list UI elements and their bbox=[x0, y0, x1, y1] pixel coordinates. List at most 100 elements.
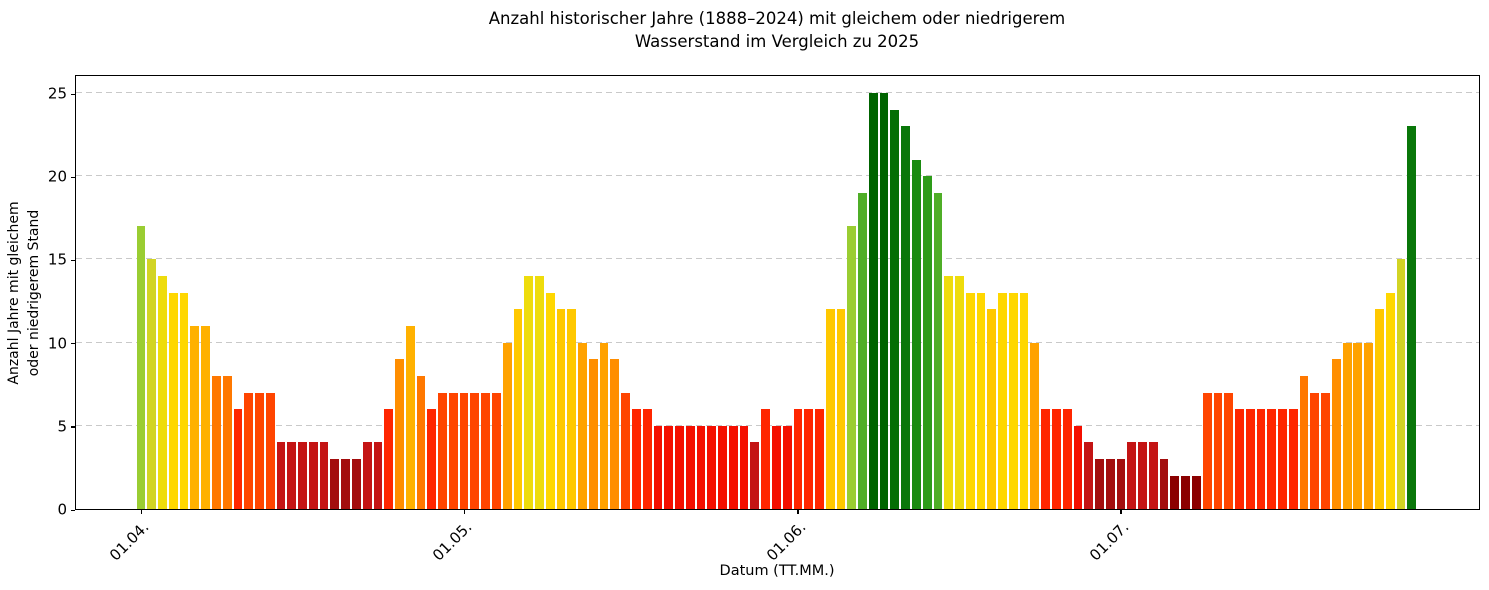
bar bbox=[384, 409, 394, 509]
bar bbox=[1181, 475, 1190, 509]
bar bbox=[1385, 292, 1395, 509]
bar bbox=[922, 176, 932, 509]
bar bbox=[847, 226, 857, 509]
bar bbox=[1159, 459, 1169, 509]
bar bbox=[599, 342, 609, 509]
bar bbox=[890, 109, 900, 509]
bar bbox=[1084, 442, 1094, 509]
bar bbox=[491, 392, 501, 509]
bar bbox=[395, 359, 404, 509]
y-tick-label: 15 bbox=[47, 250, 67, 269]
bar bbox=[1105, 459, 1115, 509]
bar bbox=[1213, 392, 1223, 509]
bar bbox=[211, 375, 221, 509]
bar bbox=[987, 309, 997, 509]
bar bbox=[330, 459, 340, 509]
bar bbox=[1008, 292, 1018, 509]
bar bbox=[675, 425, 684, 509]
bar bbox=[438, 392, 447, 509]
bar bbox=[1116, 459, 1126, 509]
y-tick-label: 5 bbox=[57, 417, 67, 436]
chart-title: Anzahl historischer Jahre (1888–2024) mi… bbox=[489, 8, 1066, 54]
x-axis-label: Datum (TT.MM.) bbox=[719, 563, 835, 579]
bar bbox=[405, 325, 415, 509]
x-tick-mark bbox=[463, 510, 465, 514]
bar bbox=[341, 459, 350, 509]
gridline-y-25 bbox=[76, 92, 1479, 93]
x-tick-label-text: 01.07. bbox=[1086, 518, 1133, 565]
bar bbox=[1191, 475, 1201, 509]
bar bbox=[244, 392, 254, 509]
y-tick-label: 10 bbox=[47, 333, 67, 352]
bar bbox=[1127, 442, 1137, 509]
bar bbox=[179, 292, 189, 509]
y-tick-mark bbox=[71, 259, 75, 262]
bar bbox=[707, 425, 717, 509]
bar bbox=[351, 459, 361, 509]
bar bbox=[1148, 442, 1158, 509]
bar bbox=[750, 442, 760, 509]
bar bbox=[416, 375, 426, 509]
x-tick-label-text: 01.04. bbox=[106, 518, 153, 565]
bar bbox=[1288, 409, 1298, 509]
x-tick-mark bbox=[1120, 510, 1122, 514]
bar bbox=[976, 292, 986, 509]
bar bbox=[998, 292, 1007, 509]
gridline-y-5 bbox=[76, 424, 1479, 426]
plot-area bbox=[75, 75, 1480, 510]
bar bbox=[1321, 392, 1330, 509]
bar bbox=[825, 309, 835, 509]
y-tick-mark bbox=[71, 509, 75, 511]
bar bbox=[610, 359, 620, 509]
bar bbox=[1299, 375, 1309, 509]
bar bbox=[739, 425, 749, 509]
bar bbox=[308, 442, 318, 509]
bar bbox=[502, 342, 512, 509]
bar bbox=[298, 442, 307, 509]
bar bbox=[1030, 342, 1040, 509]
bar bbox=[631, 409, 641, 509]
bar bbox=[782, 425, 792, 509]
bar bbox=[911, 159, 921, 509]
bar bbox=[222, 375, 232, 509]
bar bbox=[868, 93, 878, 509]
bar bbox=[373, 442, 383, 509]
bar bbox=[276, 442, 286, 509]
bar bbox=[513, 309, 523, 509]
bar bbox=[1256, 409, 1266, 509]
gridline-y-20 bbox=[76, 175, 1479, 177]
bar bbox=[255, 392, 264, 509]
bar bbox=[1235, 409, 1244, 509]
bar bbox=[653, 425, 663, 509]
bar bbox=[1138, 442, 1147, 509]
bar bbox=[933, 192, 943, 509]
bar bbox=[858, 192, 867, 509]
bar bbox=[1224, 392, 1234, 509]
bar bbox=[470, 392, 480, 509]
bar bbox=[588, 359, 598, 509]
bar bbox=[1267, 409, 1277, 509]
bar bbox=[1062, 409, 1072, 509]
bar bbox=[955, 276, 964, 509]
bar bbox=[1051, 409, 1061, 509]
bar bbox=[1019, 292, 1029, 509]
bar bbox=[1407, 126, 1417, 509]
bar bbox=[158, 276, 167, 509]
chart-title-line1: Anzahl historischer Jahre (1888–2024) mi… bbox=[488, 9, 1066, 28]
bar bbox=[535, 276, 544, 509]
bar bbox=[621, 392, 630, 509]
y-tick-label: 25 bbox=[47, 84, 67, 103]
bar bbox=[901, 126, 910, 509]
gridline-y-15 bbox=[76, 258, 1479, 260]
bar bbox=[793, 409, 803, 509]
bar bbox=[362, 442, 372, 509]
bar bbox=[1331, 359, 1341, 509]
bar bbox=[1073, 425, 1083, 509]
bar bbox=[1353, 342, 1363, 509]
bar bbox=[567, 309, 577, 509]
bar bbox=[265, 392, 275, 509]
y-tick-mark bbox=[71, 426, 75, 428]
y-axis-label: Anzahl Jahre mit gleichem oder niedriger… bbox=[5, 201, 45, 384]
bar bbox=[1095, 459, 1104, 509]
